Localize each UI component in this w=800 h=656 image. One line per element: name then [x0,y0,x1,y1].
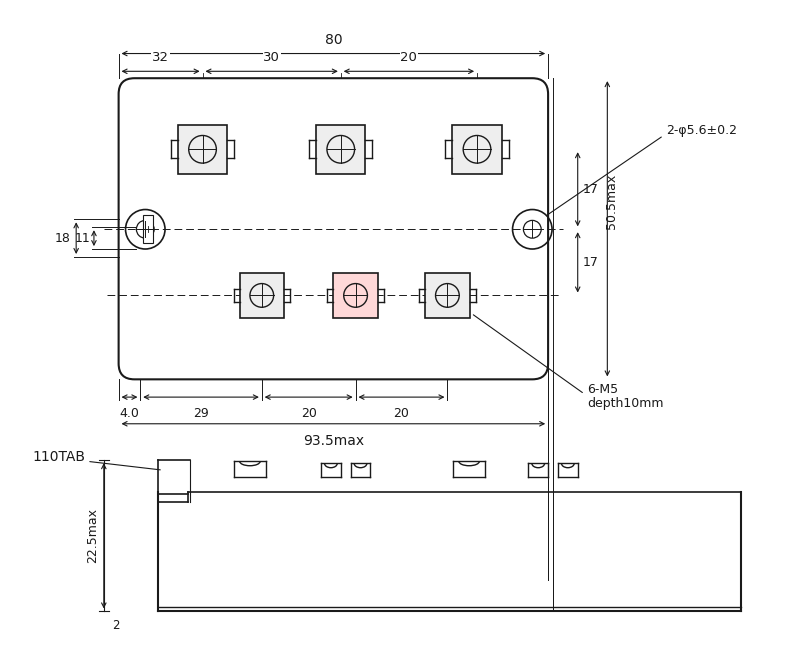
FancyBboxPatch shape [118,78,548,379]
Bar [239,273,284,318]
Text: 80: 80 [325,33,342,47]
Text: CRE: CRE [187,190,376,273]
Text: 29: 29 [193,407,209,420]
Bar [316,125,366,174]
Text: EG: EG [291,197,420,281]
Text: 17: 17 [582,256,598,269]
Text: 20: 20 [301,407,317,420]
Text: 30: 30 [263,51,280,64]
Text: 17: 17 [582,183,598,195]
Text: depth10mm: depth10mm [587,396,664,409]
Text: 22.5max: 22.5max [86,508,99,564]
Text: 20: 20 [401,51,418,64]
Text: 93.5max: 93.5max [302,434,364,447]
Text: 11: 11 [74,232,90,245]
Text: 20: 20 [394,407,410,420]
Bar [452,125,502,174]
Bar [178,125,227,174]
Text: 2-φ5.6±0.2: 2-φ5.6±0.2 [666,124,738,137]
Text: 4.0: 4.0 [119,407,139,420]
Text: 32: 32 [152,51,169,64]
Bar [334,273,378,318]
Text: 2: 2 [112,619,119,632]
Text: 6-M5: 6-M5 [587,382,618,396]
Bar [143,215,153,243]
Text: 110TAB: 110TAB [33,450,86,464]
Text: 18: 18 [54,232,70,245]
Text: 50.5max: 50.5max [605,174,618,229]
Bar [425,273,470,318]
Text: GOO: GOO [321,190,538,273]
